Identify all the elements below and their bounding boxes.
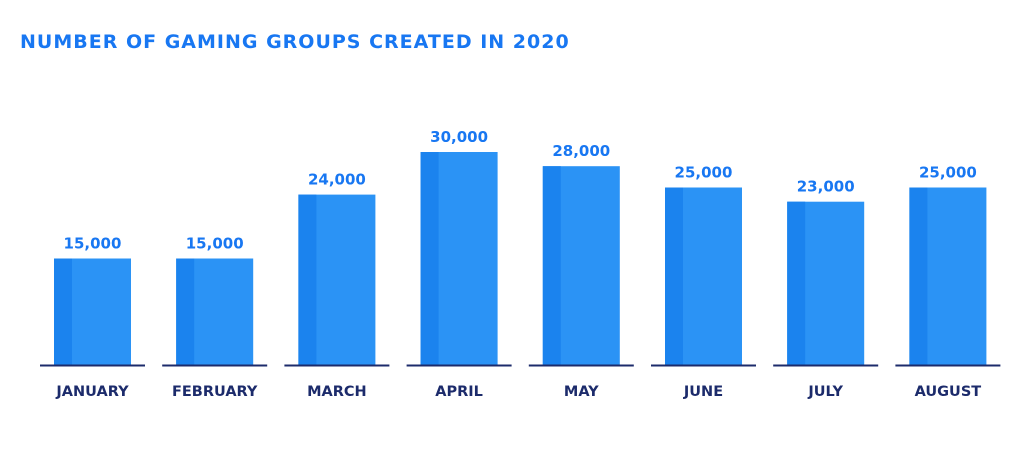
value-labels-group: 15,000 15,000 24,000 30,000 28,000 25,000 23,0…	[64, 128, 977, 253]
bar-march	[298, 194, 376, 365]
category-label-february: FEBRUARY	[172, 384, 258, 400]
value-label-january: 15,000	[64, 235, 122, 253]
bar-shade	[420, 152, 439, 365]
category-label-january: JANUARY	[55, 384, 129, 400]
chart-title: NUMBER OF GAMING GROUPS CREATED IN 2020	[20, 31, 570, 53]
category-label-july: JULY	[807, 384, 843, 400]
value-label-august: 25,000	[919, 164, 977, 182]
value-label-april: 30,000	[430, 128, 488, 146]
bar-january	[54, 258, 131, 365]
bar-shade	[787, 201, 806, 365]
category-labels-group: JANUARY FEBRUARY MARCH APRIL MAY JUNE JULY AUGU…	[55, 384, 981, 400]
value-label-february: 15,000	[186, 235, 244, 253]
category-label-may: MAY	[564, 384, 599, 400]
bar-shade	[909, 187, 928, 365]
value-label-june: 25,000	[675, 164, 733, 182]
category-label-april: APRIL	[435, 384, 483, 400]
category-label-june: JUNE	[683, 384, 723, 400]
bar-april	[420, 152, 498, 365]
bars-group	[54, 152, 987, 365]
value-label-march: 24,000	[308, 171, 366, 189]
bar-may	[542, 166, 620, 365]
bar-august	[909, 187, 987, 365]
bar-shade	[54, 258, 72, 365]
bar-shade	[665, 187, 683, 365]
bar-shade	[542, 166, 561, 365]
value-label-may: 28,000	[552, 142, 610, 160]
bar-february	[176, 258, 254, 365]
bar-shade	[176, 258, 195, 365]
bar-shade	[298, 194, 317, 365]
value-label-july: 23,000	[797, 178, 855, 196]
bar-july	[787, 201, 865, 365]
category-label-august: AUGUST	[915, 384, 982, 400]
category-label-march: MARCH	[307, 384, 367, 400]
bar-june	[665, 187, 742, 365]
